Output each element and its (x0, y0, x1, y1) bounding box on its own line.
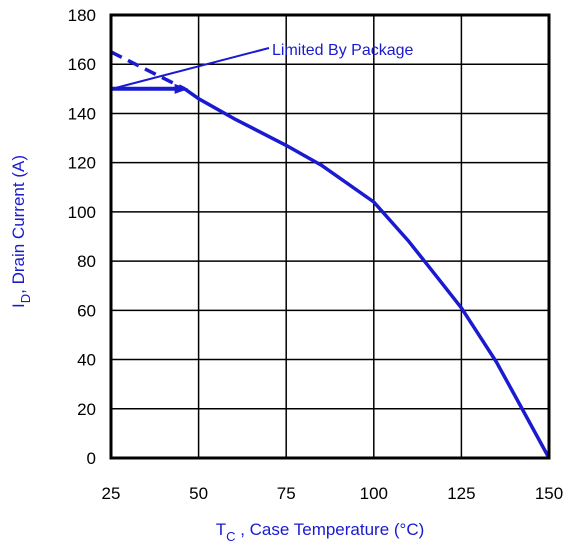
x-tick-label: 125 (447, 484, 475, 503)
y-tick-label: 160 (68, 55, 96, 74)
y-axis-title-main: I (9, 303, 28, 308)
series-group (110, 50, 551, 459)
y-axis-title-sub: D (18, 294, 33, 303)
y-tick-label: 60 (77, 301, 96, 320)
y-tick-label: 20 (77, 400, 96, 419)
annotation-label: Limited By Package (272, 42, 414, 59)
y-tick-labels: 0 20 40 60 80 100 120 140 160 180 (68, 6, 96, 468)
y-tick-label: 180 (68, 6, 96, 25)
y-axis-title: ID, Drain Current (A) (9, 155, 33, 308)
x-axis-title-main: T (216, 520, 226, 539)
x-axis-title-rest: , Case Temperature (°C) (235, 520, 424, 539)
y-tick-label: 100 (68, 203, 96, 222)
x-tick-label: 50 (189, 484, 208, 503)
x-tick-label: 75 (277, 484, 296, 503)
x-tick-labels: 25 50 75 100 125 150 (102, 484, 564, 503)
series-line-solid (183, 87, 551, 459)
x-tick-label: 25 (102, 484, 121, 503)
y-axis-title-rest: , Drain Current (A) (9, 155, 28, 294)
arrowhead-flat (174, 83, 189, 94)
x-axis-title: TC , Case Temperature (°C) (216, 520, 425, 543)
annotation-leader (115, 47, 270, 89)
y-tick-label: 120 (68, 154, 96, 173)
annotation-group: Limited By Package (115, 42, 414, 89)
x-axis-title-sub: C (226, 529, 235, 543)
y-tick-label: 0 (87, 449, 96, 468)
grid-lines (111, 15, 549, 458)
plot-frame (109, 13, 551, 460)
y-tick-label: 80 (77, 252, 96, 271)
x-tick-label: 150 (535, 484, 563, 503)
y-tick-label: 140 (68, 104, 96, 123)
y-tick-label: 40 (77, 351, 96, 370)
x-tick-label: 100 (360, 484, 388, 503)
series-line-dashed (110, 50, 186, 91)
